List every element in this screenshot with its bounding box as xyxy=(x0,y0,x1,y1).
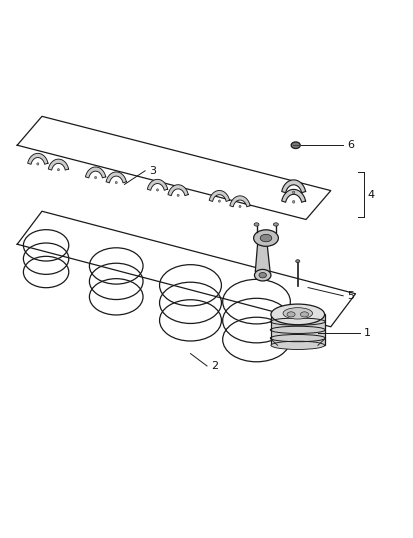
Polygon shape xyxy=(85,167,105,178)
Polygon shape xyxy=(281,189,305,202)
Ellipse shape xyxy=(218,200,220,202)
Text: 4: 4 xyxy=(367,190,374,200)
Polygon shape xyxy=(106,172,126,183)
Ellipse shape xyxy=(295,260,299,263)
Ellipse shape xyxy=(57,168,59,171)
Ellipse shape xyxy=(238,206,240,208)
Ellipse shape xyxy=(37,163,39,165)
Ellipse shape xyxy=(300,312,308,317)
Ellipse shape xyxy=(260,235,271,242)
Ellipse shape xyxy=(290,142,299,148)
Text: 2: 2 xyxy=(211,361,218,371)
Polygon shape xyxy=(281,180,305,193)
Ellipse shape xyxy=(94,176,96,179)
Polygon shape xyxy=(168,185,188,196)
Text: 1: 1 xyxy=(363,328,370,338)
Text: 3: 3 xyxy=(149,166,156,176)
Polygon shape xyxy=(48,159,69,170)
Ellipse shape xyxy=(270,341,324,350)
Ellipse shape xyxy=(254,223,259,226)
Ellipse shape xyxy=(282,308,312,319)
Ellipse shape xyxy=(115,181,117,183)
Text: 5: 5 xyxy=(347,291,354,301)
Polygon shape xyxy=(209,190,229,201)
Ellipse shape xyxy=(254,270,270,281)
Ellipse shape xyxy=(292,191,294,194)
Ellipse shape xyxy=(270,304,324,325)
Ellipse shape xyxy=(292,201,294,203)
Polygon shape xyxy=(28,153,48,164)
Polygon shape xyxy=(229,196,249,207)
Ellipse shape xyxy=(253,230,278,246)
Ellipse shape xyxy=(259,273,266,278)
Polygon shape xyxy=(147,179,167,190)
Polygon shape xyxy=(270,314,324,345)
Ellipse shape xyxy=(273,223,278,226)
Ellipse shape xyxy=(177,194,179,196)
Polygon shape xyxy=(255,236,271,272)
Text: 6: 6 xyxy=(347,140,354,150)
Ellipse shape xyxy=(156,189,158,191)
Ellipse shape xyxy=(286,312,294,317)
